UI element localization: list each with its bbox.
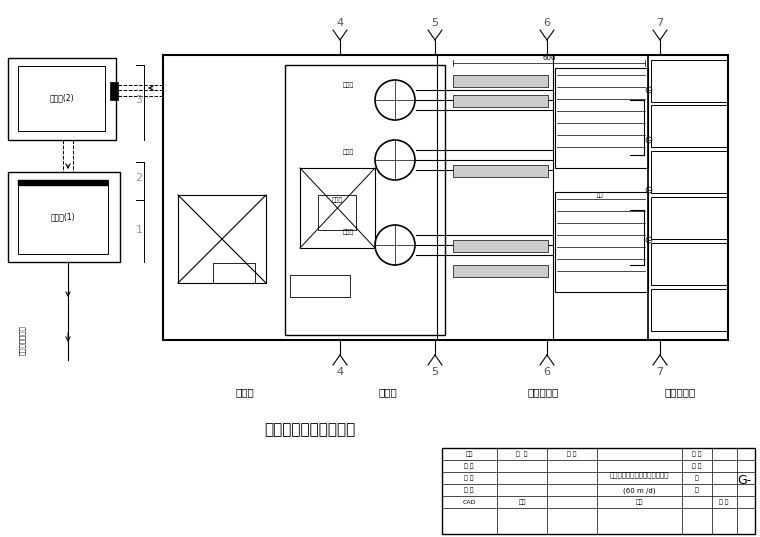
Text: 审 核: 审 核 xyxy=(464,487,473,493)
Bar xyxy=(318,195,356,230)
Text: 7: 7 xyxy=(657,18,663,28)
Text: 6: 6 xyxy=(543,18,550,28)
Text: 气提泵: 气提泵 xyxy=(342,149,353,155)
Bar xyxy=(18,66,105,131)
Text: 来自化粪池污水: 来自化粪池污水 xyxy=(19,325,25,355)
Text: 5: 5 xyxy=(432,18,439,28)
Text: 提升泵: 提升泵 xyxy=(342,82,353,88)
Text: 鼓风机: 鼓风机 xyxy=(331,197,343,203)
Bar xyxy=(555,192,648,292)
Text: 专业: 专业 xyxy=(518,499,526,505)
Text: 设 计: 设 计 xyxy=(464,463,473,469)
Bar xyxy=(178,195,266,283)
Text: 5: 5 xyxy=(432,367,439,377)
Text: 设备间: 设备间 xyxy=(378,387,397,397)
Bar xyxy=(453,265,548,277)
Text: (60 m /d): (60 m /d) xyxy=(622,488,655,494)
Text: 号: 号 xyxy=(695,487,699,493)
Text: 校 对: 校 对 xyxy=(464,475,473,481)
Text: 则号: 则号 xyxy=(465,451,473,457)
Bar xyxy=(651,243,727,285)
Bar xyxy=(285,65,445,335)
Text: 阶 段: 阶 段 xyxy=(692,463,701,469)
Bar xyxy=(163,55,728,340)
Text: 比例: 比例 xyxy=(635,499,643,505)
Text: 6: 6 xyxy=(543,367,550,377)
Text: 600: 600 xyxy=(542,55,556,61)
Bar xyxy=(8,58,116,140)
Text: 污泥脱水池: 污泥脱水池 xyxy=(664,387,695,397)
Text: 调节池: 调节池 xyxy=(236,387,255,397)
Text: 4: 4 xyxy=(337,18,344,28)
Bar xyxy=(453,95,548,107)
Text: CAD: CAD xyxy=(462,499,476,504)
Text: 日 期: 日 期 xyxy=(567,451,577,457)
Bar xyxy=(290,275,350,297)
Text: 污泥泵: 污泥泵 xyxy=(342,229,353,235)
Bar xyxy=(110,82,118,100)
Bar xyxy=(213,263,255,283)
Text: G-: G- xyxy=(737,475,751,488)
Bar xyxy=(300,168,375,248)
Bar xyxy=(555,68,648,168)
Bar xyxy=(18,180,108,254)
Bar xyxy=(651,289,727,331)
Text: 提升泵(2): 提升泵(2) xyxy=(49,93,74,103)
Text: 接触氧化池: 接触氧化池 xyxy=(527,387,559,397)
Text: 专 目: 专 目 xyxy=(692,451,701,457)
Text: 3: 3 xyxy=(135,95,143,105)
Bar xyxy=(453,165,548,177)
Text: 4: 4 xyxy=(337,367,344,377)
Text: 沉淀: 沉淀 xyxy=(597,192,603,198)
Bar xyxy=(648,55,728,340)
Text: 调节泵(1): 调节泵(1) xyxy=(51,213,75,221)
Text: 7: 7 xyxy=(657,367,663,377)
Bar xyxy=(8,172,120,262)
Bar xyxy=(442,448,755,534)
Bar xyxy=(453,75,548,87)
Text: 1: 1 xyxy=(135,225,143,235)
Text: 张 数: 张 数 xyxy=(719,499,729,505)
Text: 签  名: 签 名 xyxy=(516,451,527,457)
Bar xyxy=(651,151,727,193)
Bar xyxy=(453,240,548,252)
Bar xyxy=(651,197,727,239)
Bar xyxy=(18,180,108,186)
Text: 某高尔夫球场污水处理站工程图: 某高尔夫球场污水处理站工程图 xyxy=(610,471,669,478)
Bar xyxy=(651,60,727,102)
Text: 图: 图 xyxy=(695,475,699,481)
Text: 2: 2 xyxy=(135,173,143,183)
Bar xyxy=(651,105,727,147)
Text: 设备及管线平面布置图: 设备及管线平面布置图 xyxy=(264,423,356,438)
